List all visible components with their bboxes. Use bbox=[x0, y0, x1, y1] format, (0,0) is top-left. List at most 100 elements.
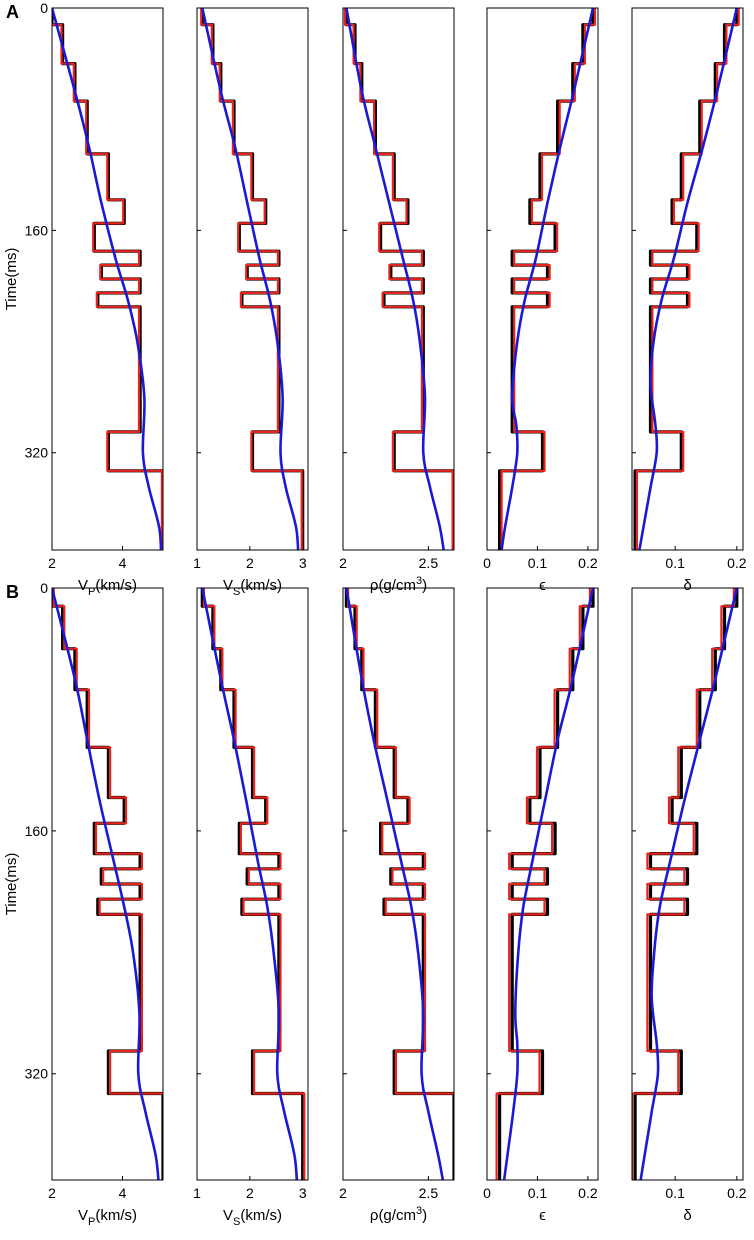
subplot-eps: 0 0.1 0.2 ϵ bbox=[483, 7, 599, 594]
axes-frame bbox=[51, 587, 164, 1181]
axes-frame bbox=[51, 7, 164, 551]
subplot-eps: 0 0.1 0.2 ϵ bbox=[483, 587, 599, 1224]
series-group bbox=[200, 588, 306, 1180]
x-tick-label: 2 bbox=[246, 1185, 254, 1201]
inverted-line bbox=[52, 588, 163, 1095]
initial-model-line bbox=[201, 8, 300, 550]
y-tick-label: 0 bbox=[40, 0, 48, 16]
inverted-line bbox=[495, 588, 592, 1180]
initial-model-line bbox=[500, 8, 595, 550]
initial-model-line bbox=[52, 8, 163, 550]
series-group bbox=[632, 588, 739, 1180]
x-axis-label-vs: VS(km/s) bbox=[223, 1207, 282, 1228]
initial-model-line bbox=[502, 588, 595, 1180]
x-tick-label: 2 bbox=[48, 1185, 56, 1201]
y-axis-label: Time(ms) bbox=[3, 248, 20, 311]
series-group bbox=[633, 8, 740, 550]
x-tick-label: 4 bbox=[119, 555, 127, 571]
x-axis-label-delta: δ bbox=[683, 577, 691, 594]
inverted-line bbox=[632, 588, 735, 1180]
initial-model-line bbox=[639, 588, 739, 1180]
x-tick-label: 3 bbox=[299, 555, 307, 571]
x-tick-label: 3 bbox=[299, 1185, 307, 1201]
x-tick-label: 4 bbox=[119, 1185, 127, 1201]
series-group bbox=[495, 588, 595, 1180]
axes-frame bbox=[486, 7, 599, 551]
true-model-line bbox=[200, 588, 305, 1180]
initial-model-line bbox=[345, 588, 445, 1180]
inverted-line bbox=[52, 8, 163, 550]
subplot-vp: 2 4 VP(km/s) bbox=[48, 587, 164, 1228]
x-tick-label: 2 bbox=[48, 555, 56, 571]
initial-model-line bbox=[345, 8, 445, 550]
panel-B: B Time(ms) 0 160 320 2 4 VP(km/s) 1 2 3 VS(km/s) 2 2.… bbox=[3, 580, 747, 1228]
x-tick-label: 0.1 bbox=[665, 1185, 685, 1201]
initial-model-line bbox=[201, 588, 299, 1180]
inverted-line bbox=[200, 8, 303, 550]
x-axis-label-vp: VP(km/s) bbox=[78, 577, 137, 598]
series-group bbox=[344, 588, 454, 1180]
x-axis-label-vp: VP(km/s) bbox=[78, 1207, 137, 1228]
x-tick-label: 2 bbox=[339, 555, 347, 571]
x-tick-label: 0.2 bbox=[578, 1185, 598, 1201]
subplot-vs: 1 2 3 VS(km/s) bbox=[193, 7, 309, 598]
x-tick-label: 0 bbox=[483, 555, 491, 571]
true-model-line bbox=[633, 8, 739, 550]
x-tick-label: 0.2 bbox=[727, 1185, 747, 1201]
series-group bbox=[200, 8, 305, 550]
x-tick-label: 0.1 bbox=[665, 555, 685, 571]
inverted-line bbox=[500, 8, 597, 550]
x-axis-label-eps: ϵ bbox=[539, 1207, 546, 1224]
axes-frame bbox=[196, 587, 309, 1181]
series-group bbox=[343, 8, 454, 550]
y-tick-label: 160 bbox=[25, 823, 49, 839]
true-model-line bbox=[633, 588, 739, 1180]
axes-frame bbox=[342, 7, 455, 551]
inverted-line bbox=[202, 588, 306, 1180]
y-tick-label: 0 bbox=[40, 580, 48, 596]
series-group bbox=[52, 588, 163, 1180]
y-tick-label: 320 bbox=[25, 1066, 49, 1082]
panel-letter-A: A bbox=[6, 2, 19, 22]
x-tick-label: 2 bbox=[246, 555, 254, 571]
x-axis-label-vs: VS(km/s) bbox=[223, 577, 282, 598]
subplot-vs: 1 2 3 VS(km/s) bbox=[193, 587, 309, 1228]
x-tick-label: 2.5 bbox=[419, 1185, 439, 1201]
y-tick-label: 320 bbox=[25, 445, 49, 461]
axes-frame bbox=[631, 587, 744, 1181]
subplot-delta: 0.1 0.2 δ bbox=[631, 587, 747, 1224]
x-axis-label-eps: ϵ bbox=[539, 577, 546, 594]
x-axis-label-rho: ρ(g/cm3) bbox=[370, 575, 427, 594]
true-model-line bbox=[200, 8, 305, 550]
x-tick-label: 0 bbox=[483, 1185, 491, 1201]
inverted-line bbox=[347, 588, 454, 1095]
x-axis-label-delta: δ bbox=[683, 1207, 691, 1224]
initial-model-line bbox=[52, 588, 160, 1180]
x-tick-label: 1 bbox=[193, 1185, 201, 1201]
x-tick-label: 0.1 bbox=[528, 555, 548, 571]
subplot-rho: 2 2.5 ρ(g/cm3) bbox=[339, 7, 455, 594]
true-model-line bbox=[52, 588, 163, 1180]
y-tick-label: 160 bbox=[25, 222, 49, 238]
x-tick-label: 1 bbox=[193, 555, 201, 571]
axes-frame bbox=[486, 587, 599, 1181]
axes-frame bbox=[631, 7, 744, 551]
x-tick-label: 0.1 bbox=[528, 1185, 548, 1201]
panel-A: A Time(ms) 0 160 320 2 4 VP(km/s) 1 2 3 VS(km/s) 2 2.… bbox=[3, 0, 747, 598]
x-tick-label: 0.2 bbox=[578, 555, 598, 571]
initial-model-line bbox=[638, 8, 739, 550]
x-tick-label: 2.5 bbox=[419, 555, 439, 571]
series-group bbox=[498, 8, 597, 550]
subplot-vp: 2 4 VP(km/s) bbox=[48, 7, 164, 598]
y-axis-label: Time(ms) bbox=[3, 853, 20, 916]
series-group bbox=[52, 8, 163, 550]
subplot-delta: 0.1 0.2 δ bbox=[631, 7, 747, 594]
subplot-rho: 2 2.5 ρ(g/cm3) bbox=[339, 587, 455, 1224]
panel-letter-B: B bbox=[6, 582, 19, 602]
axes-frame bbox=[342, 587, 455, 1181]
x-tick-label: 0.2 bbox=[727, 555, 747, 571]
x-axis-label-rho: ρ(g/cm3) bbox=[370, 1205, 427, 1224]
x-tick-label: 2 bbox=[339, 1185, 347, 1201]
axes-frame bbox=[196, 7, 309, 551]
